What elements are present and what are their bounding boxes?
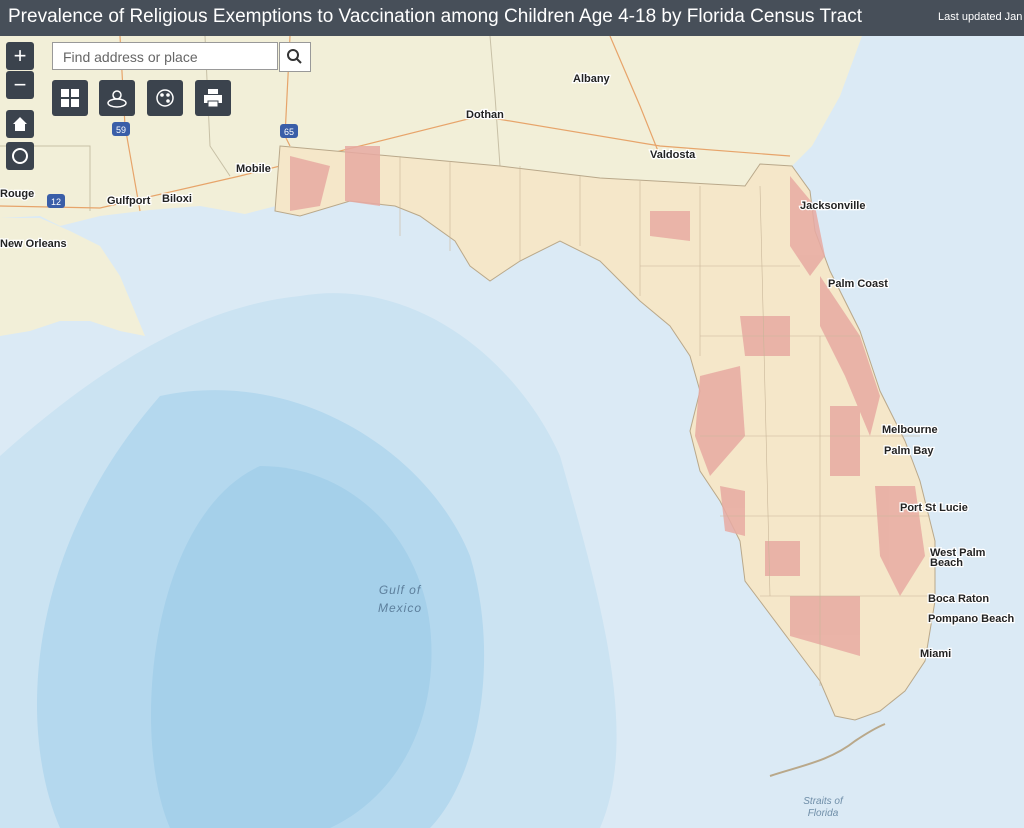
shields: 59 12 65 <box>47 122 298 208</box>
shield-label: 65 <box>284 127 294 137</box>
home-button[interactable] <box>6 110 34 138</box>
city-label: Port St Lucie <box>900 502 968 514</box>
search-input[interactable]: Find address or place <box>52 42 278 70</box>
tract-highlights <box>290 146 925 656</box>
shield <box>280 124 298 138</box>
tract-line <box>399 156 930 686</box>
tract <box>875 486 925 596</box>
tract <box>790 596 860 656</box>
water-label: Mexico <box>378 601 422 615</box>
city-label: Albany <box>573 73 611 85</box>
legend-button[interactable] <box>147 80 183 116</box>
zoom-out[interactable]: − <box>6 71 34 99</box>
ocean-deepest <box>150 466 432 828</box>
city-label: Jacksonville <box>800 200 865 212</box>
city-label: Boca Raton <box>928 593 989 605</box>
state-border <box>204 36 231 177</box>
tract-lines <box>399 156 930 686</box>
city-label: Rouge <box>0 188 34 200</box>
tract <box>345 146 380 206</box>
locate-icon <box>12 148 28 164</box>
grid-icon <box>61 89 79 107</box>
city-label: Beach <box>930 557 963 569</box>
city-label: Valdosta <box>650 149 696 161</box>
road <box>609 36 661 157</box>
city-label: Palm Bay <box>884 445 934 457</box>
water-label: Gulf of <box>379 583 422 597</box>
tract <box>290 156 330 211</box>
city-label: Dothan <box>466 109 504 121</box>
home-icon <box>13 117 27 131</box>
title: Prevalence of Religious Exemptions to Va… <box>8 6 863 27</box>
tract <box>765 541 800 576</box>
land-louisiana <box>0 218 145 336</box>
tract <box>820 276 880 436</box>
layers-button[interactable] <box>99 80 135 116</box>
city-label: Miami <box>920 648 951 660</box>
search-button[interactable] <box>279 42 311 72</box>
pin-icon <box>107 90 127 108</box>
shield <box>47 194 65 208</box>
city-label: West Palm <box>930 547 986 559</box>
tract <box>650 211 690 241</box>
city-labels: Albany Dothan Valdosta Mobile Rouge Gulf… <box>0 72 1016 662</box>
city-label: Biloxi <box>162 193 192 205</box>
state-border <box>489 36 501 167</box>
print-button[interactable] <box>195 80 231 116</box>
shield-label: 59 <box>116 125 126 135</box>
shield-label: 12 <box>51 197 61 207</box>
city-label: Melbourne <box>882 424 938 436</box>
updated-note: Last updated Jan <box>938 11 1023 23</box>
print-icon <box>204 89 222 108</box>
zoom-in[interactable]: + <box>6 42 34 70</box>
city-label: Mobile <box>236 163 271 175</box>
water-label: Straits of <box>803 796 844 807</box>
city-label: New Orleans <box>0 238 67 250</box>
tract <box>790 176 825 276</box>
city-label: Pompano Beach <box>928 613 1014 625</box>
tract <box>720 486 745 536</box>
locate-button[interactable] <box>6 142 34 170</box>
tract <box>695 366 745 476</box>
palette-icon <box>156 89 174 107</box>
city-label: Palm Coast <box>828 278 888 290</box>
map[interactable]: Albany Dothan Valdosta Mobile Rouge Gulf… <box>0 36 1024 828</box>
shield <box>112 122 130 136</box>
keys <box>769 723 886 777</box>
city-label: Gulfport <box>107 195 151 207</box>
basemap-button[interactable] <box>52 80 88 116</box>
water-label: Florida <box>808 808 839 819</box>
header: Prevalence of Religious Exemptions to Va… <box>0 0 1024 36</box>
tract <box>830 406 860 476</box>
search-icon <box>287 49 302 64</box>
